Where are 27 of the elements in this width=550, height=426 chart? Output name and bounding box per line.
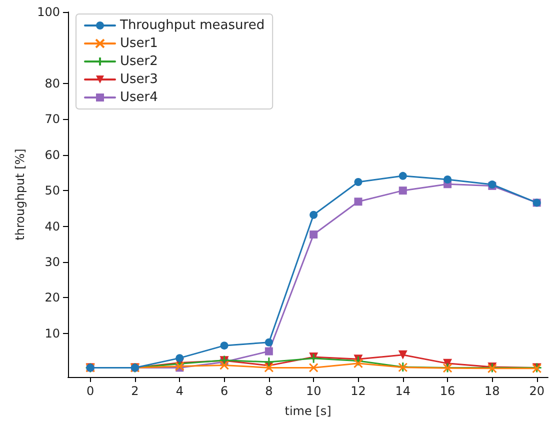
x-tick-label: 12 (350, 384, 366, 398)
x-tick-label: 0 (86, 384, 94, 398)
legend-label: User2 (120, 54, 158, 69)
x-tick-label: 10 (306, 384, 322, 398)
y-tick-label: 20 (44, 290, 60, 305)
x-tick-label: 14 (395, 384, 411, 398)
x-tick-label: 20 (529, 384, 544, 398)
y-tick-label: 70 (44, 112, 60, 126)
x-tick-label: 18 (484, 384, 500, 398)
x-tick-label: 8 (265, 384, 273, 398)
y-tick-label: 40 (44, 219, 60, 234)
y-tick-label: 50 (44, 184, 60, 198)
y-tick-label: 30 (44, 255, 60, 269)
y-tick-label: 80 (44, 76, 60, 90)
y-axis-title: throughput [%] (13, 148, 27, 240)
y-tick-label: 100 (37, 5, 60, 19)
legend-label: Throughput measured (119, 18, 265, 33)
legend-label: User1 (120, 36, 158, 51)
x-tick-label: 4 (176, 384, 184, 398)
x-tick-label: 6 (220, 384, 228, 398)
x-tick-label: 16 (440, 384, 456, 398)
legend-label: User3 (120, 72, 158, 87)
y-tick-label: 10 (44, 326, 60, 340)
y-tick-label: 60 (44, 148, 60, 162)
x-axis-title: time [s] (284, 404, 332, 418)
legend-label: User4 (120, 90, 158, 105)
x-tick-label: 2 (131, 384, 139, 398)
